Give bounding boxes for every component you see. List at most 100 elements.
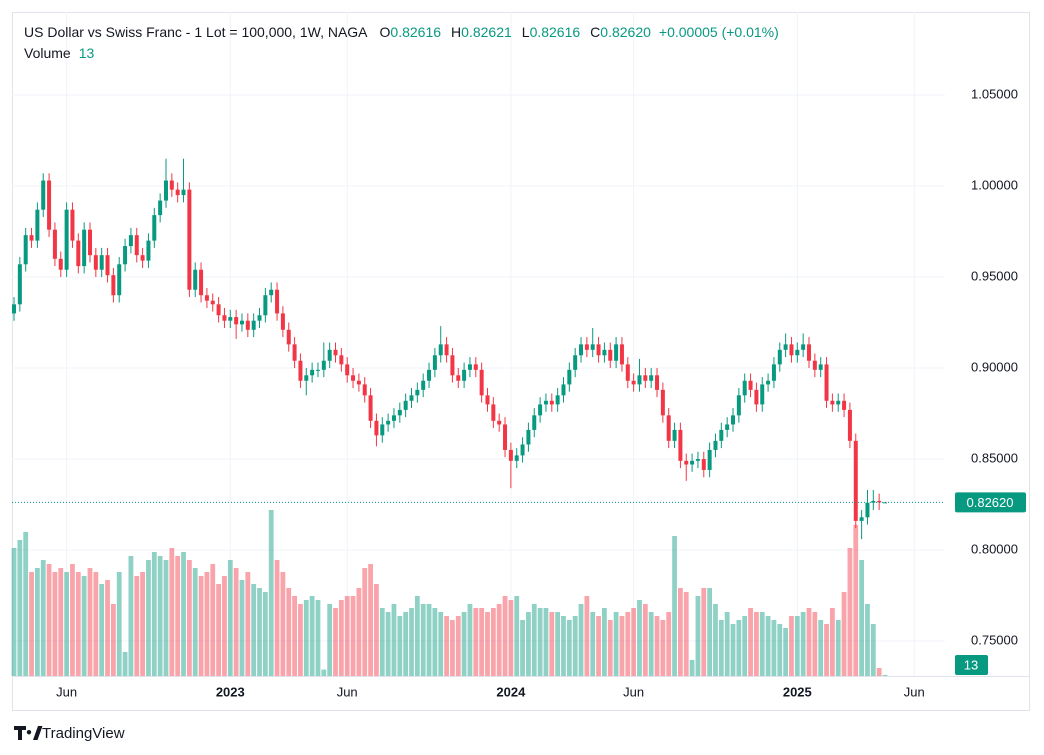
volume-bar [315, 600, 321, 676]
candle-body [596, 344, 601, 356]
candle-body [783, 344, 788, 350]
candle-body [725, 424, 730, 430]
candle-body [327, 349, 332, 361]
volume-bar [584, 596, 590, 676]
candle-body [374, 420, 379, 436]
candle-body [456, 375, 461, 381]
volume-bar [829, 608, 835, 676]
candle-body [140, 255, 145, 261]
volume-bar [81, 576, 87, 676]
volume-bar [455, 616, 461, 676]
volume-bar [29, 572, 34, 676]
candle-body [473, 364, 478, 370]
volume-bar [870, 624, 876, 676]
volume-bar [678, 588, 683, 676]
candle-body [397, 409, 402, 416]
axes: 0.75000 0.80000 0.85000 0.90000 0.95000 1.000… [12, 86, 1026, 699]
candle-body [315, 369, 320, 371]
candle-body [415, 389, 420, 396]
volume-bar [432, 608, 438, 676]
candle-body [158, 200, 163, 216]
x-tick-label: 2024 [496, 684, 526, 699]
candle-body [99, 255, 104, 270]
volume-bar [251, 584, 257, 676]
candle-body [204, 295, 209, 301]
candle-body [795, 349, 800, 356]
volume-bar [543, 608, 549, 676]
candle-body [292, 344, 297, 361]
volume-bar [701, 588, 707, 676]
volume-bar [409, 608, 414, 676]
candle-body [824, 364, 829, 401]
volume-bar [730, 624, 736, 676]
candle-body [181, 189, 186, 196]
volume-bar [637, 600, 642, 676]
candle-body [321, 360, 326, 370]
candle-body [643, 375, 648, 381]
volume-bar [695, 596, 701, 676]
volume-bar [298, 604, 303, 676]
volume-bar [403, 612, 409, 676]
legend-header: US Dollar vs Swiss Franc - 1 Lot = 100,0… [24, 24, 779, 40]
candle-body [543, 400, 548, 405]
candles [12, 158, 887, 540]
volume-bar [17, 540, 23, 676]
volume-bar [800, 612, 806, 676]
candle-body [356, 380, 361, 385]
volume-bar [613, 612, 619, 676]
volume-bar [625, 612, 631, 676]
candle-body [368, 395, 373, 421]
x-tick-label: 2025 [783, 684, 812, 699]
volume-bar [70, 564, 75, 676]
volume-bar [52, 572, 58, 676]
volume-bar [718, 620, 724, 676]
candle-body [386, 420, 391, 425]
candle-body [462, 369, 467, 381]
candle-body [707, 449, 712, 470]
candle-body [263, 295, 268, 316]
brand: TradingView [42, 725, 125, 742]
candle-body [333, 349, 338, 356]
candle-body [877, 500, 882, 503]
candle-body [625, 364, 630, 381]
candle-body [444, 344, 449, 356]
volume-bar [561, 616, 566, 676]
volume-bar [163, 560, 169, 676]
candle-body [748, 380, 753, 390]
volume-bar [490, 608, 496, 676]
volume-bar [619, 616, 625, 676]
volume-bar [876, 668, 882, 676]
volume-bar [789, 616, 794, 676]
volume-bar [660, 620, 666, 676]
candle-body [438, 344, 443, 356]
volume-bar [771, 620, 777, 676]
candle-body [175, 189, 180, 196]
volume-bar [467, 604, 473, 676]
candle-body [23, 235, 28, 265]
volume-bar [753, 612, 759, 676]
candle-body [123, 246, 128, 265]
tv-logo [14, 726, 43, 740]
volume-bar [181, 552, 186, 676]
volume-bar [806, 608, 812, 676]
volume-bar [514, 596, 520, 676]
candle-body [380, 424, 385, 436]
volume-bar [508, 600, 514, 676]
volume-bar [140, 572, 146, 676]
candle-body [93, 255, 98, 270]
candle-body [754, 389, 759, 405]
candle-body [210, 300, 215, 305]
candle-body [549, 400, 554, 405]
volume-bar [268, 510, 274, 676]
volume-bar [526, 612, 531, 676]
candle-body [538, 404, 543, 416]
candle-body [52, 229, 57, 259]
candle-body [193, 269, 198, 290]
candle-body [310, 369, 315, 376]
candle-body [269, 289, 274, 296]
candle-body [128, 235, 133, 247]
volume-bar [11, 548, 17, 676]
candle-body [608, 349, 613, 361]
